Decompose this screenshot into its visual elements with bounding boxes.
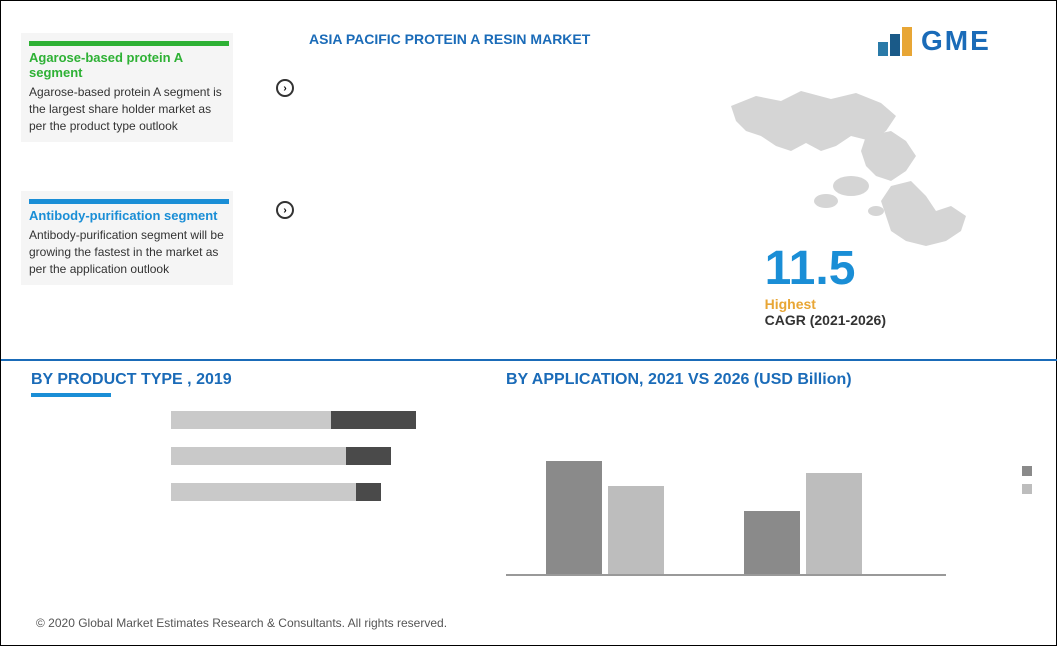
logo-icon bbox=[876, 24, 916, 59]
application-chart bbox=[506, 411, 946, 576]
application-section: BY APPLICATION, 2021 VS 2026 (USD Billio… bbox=[506, 371, 852, 389]
callout-title: Antibody-purification segment bbox=[29, 208, 225, 223]
legend bbox=[1022, 466, 1038, 502]
callout-agarose: Agarose-based protein A segment Agarose-… bbox=[21, 33, 233, 142]
divider bbox=[1, 359, 1057, 361]
copyright-text: © 2020 Global Market Estimates Research … bbox=[36, 616, 447, 630]
legend-item bbox=[1022, 484, 1038, 494]
bar-group bbox=[744, 473, 862, 576]
x-axis bbox=[506, 574, 946, 576]
cagr-value: 11.5 bbox=[765, 241, 886, 296]
hbar-row bbox=[171, 483, 441, 501]
page-title: ASIA PACIFIC PROTEIN A RESIN MARKET bbox=[309, 31, 590, 47]
callout-desc: Agarose-based protein A segment is the l… bbox=[29, 84, 225, 134]
callout-antibody: Antibody-purification segment Antibody-p… bbox=[21, 191, 233, 285]
hbar-row bbox=[171, 447, 441, 465]
product-type-chart bbox=[171, 411, 441, 519]
legend-item bbox=[1022, 466, 1038, 476]
product-type-section: BY PRODUCT TYPE , 2019 bbox=[31, 371, 232, 397]
product-type-title: BY PRODUCT TYPE , 2019 bbox=[31, 371, 232, 389]
callout-bar bbox=[29, 199, 229, 204]
callout-title: Agarose-based protein A segment bbox=[29, 50, 225, 80]
cagr-label-period: CAGR (2021-2026) bbox=[765, 312, 886, 328]
logo-text: GME bbox=[921, 25, 991, 57]
chevron-right-icon: › bbox=[276, 201, 294, 219]
application-title: BY APPLICATION, 2021 VS 2026 (USD Billio… bbox=[506, 371, 852, 389]
section-underline bbox=[31, 393, 111, 397]
logo: GME bbox=[876, 11, 1031, 71]
callout-bar bbox=[29, 41, 229, 46]
chevron-right-icon: › bbox=[276, 79, 294, 97]
asia-pacific-map bbox=[711, 81, 1011, 261]
cagr-block: 11.5 Highest CAGR (2021-2026) bbox=[765, 241, 886, 328]
bar-group bbox=[546, 461, 664, 576]
callout-desc: Antibody-purification segment will be gr… bbox=[29, 227, 225, 277]
hbar-row bbox=[171, 411, 441, 429]
cagr-label-highest: Highest bbox=[765, 296, 886, 312]
